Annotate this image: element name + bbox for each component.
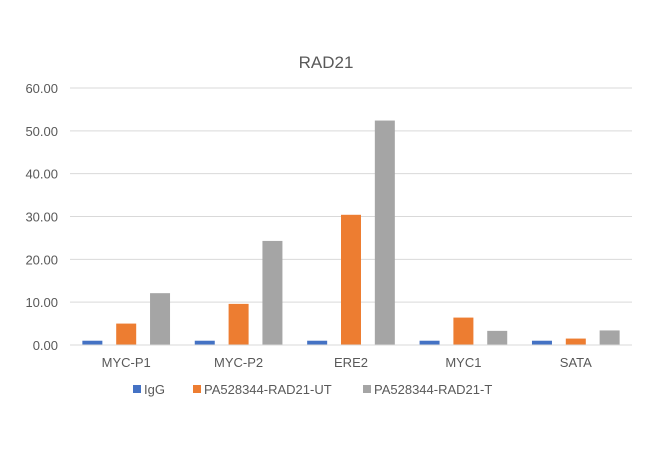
y-tick-label: 10.00 [25, 295, 58, 310]
legend-swatch [193, 385, 201, 393]
bar [307, 340, 328, 345]
bar [565, 338, 586, 345]
bar [599, 330, 620, 345]
x-tick-label: MYC-P2 [214, 355, 263, 370]
y-tick-label: 0.00 [33, 338, 58, 353]
bar [487, 330, 508, 345]
bars [82, 120, 620, 345]
legend-label: PA528344-RAD21-T [374, 382, 492, 397]
x-tick-label: MYC-P1 [102, 355, 151, 370]
chart-title: RAD21 [299, 53, 354, 72]
bar [82, 340, 103, 345]
bar [374, 120, 395, 345]
x-tick-label: ERE2 [334, 355, 368, 370]
bar [194, 340, 215, 345]
y-tick-label: 30.00 [25, 210, 58, 225]
legend-swatch [133, 385, 141, 393]
y-tick-label: 40.00 [25, 167, 58, 182]
legend-label: IgG [144, 382, 165, 397]
y-tick-label: 50.00 [25, 124, 58, 139]
legend-label: PA528344-RAD21-UT [204, 382, 332, 397]
bar [419, 340, 440, 345]
bar [150, 293, 171, 345]
y-tick-label: 60.00 [25, 81, 58, 96]
x-axis-tick-labels: MYC-P1 MYC-P2 ERE2 MYC1 SATA [102, 355, 592, 370]
legend: IgG PA528344-RAD21-UT PA528344-RAD21-T [133, 382, 492, 397]
x-tick-label: MYC1 [445, 355, 481, 370]
bar [531, 340, 552, 345]
legend-swatch [363, 385, 371, 393]
y-tick-label: 20.00 [25, 252, 58, 267]
x-tick-label: SATA [560, 355, 592, 370]
bar [262, 240, 283, 345]
bar [228, 303, 249, 345]
bar [453, 317, 474, 345]
bar [116, 323, 137, 345]
bar [341, 214, 361, 345]
y-axis-tick-labels: 0.00 10.00 20.00 30.00 40.00 50.00 60.00 [25, 81, 58, 353]
